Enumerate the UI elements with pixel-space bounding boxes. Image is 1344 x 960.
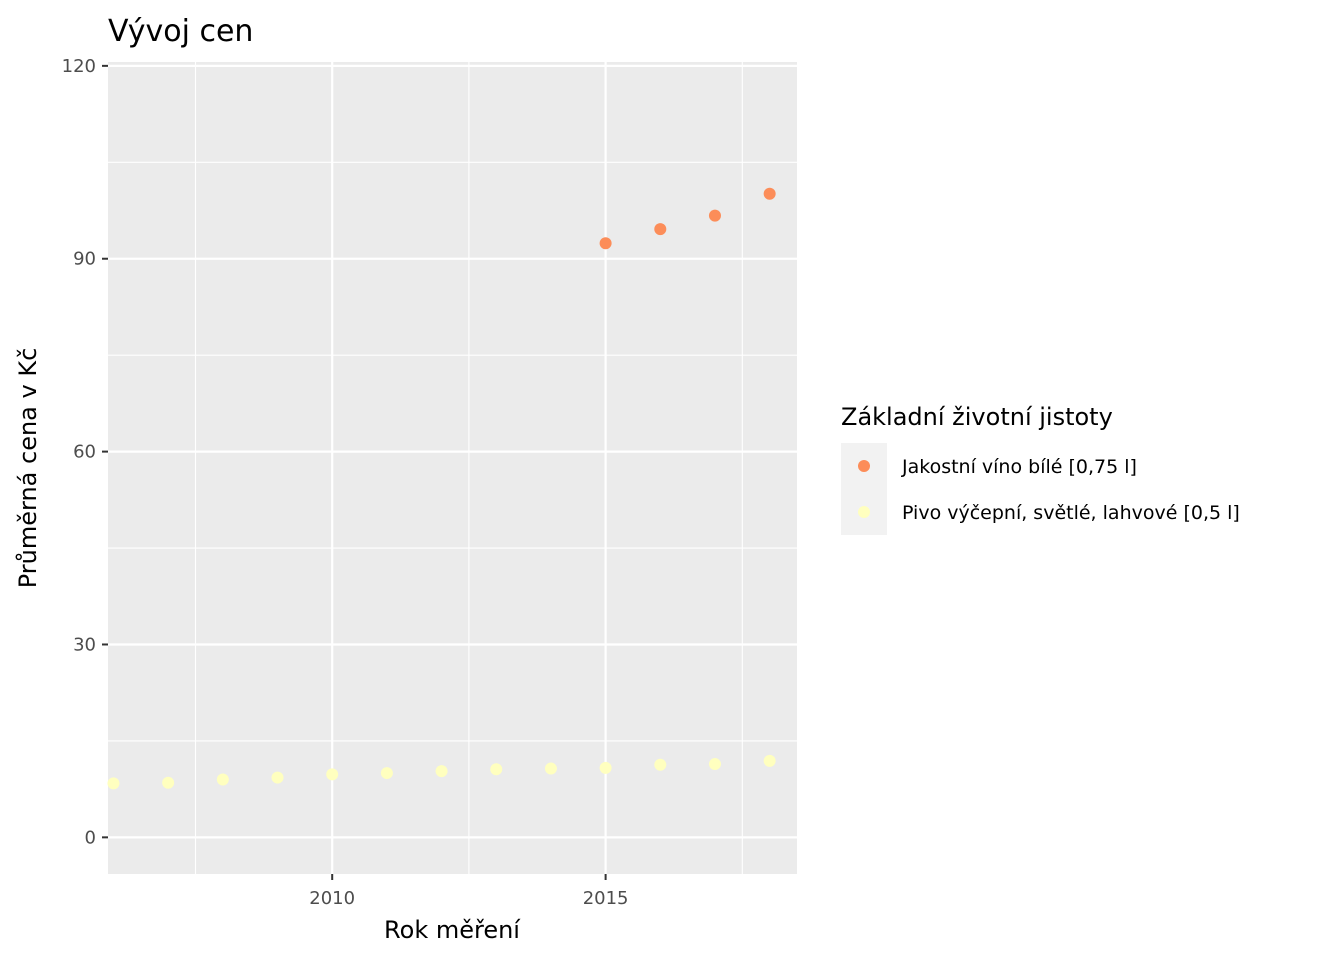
- y-tick-label: 90: [73, 249, 96, 270]
- data-point-series-2: [435, 765, 448, 778]
- grid-major: [108, 62, 797, 874]
- data-point-series-2: [326, 768, 339, 781]
- legend-key-wine: [858, 460, 870, 472]
- grid-minor: [108, 62, 797, 874]
- data-point-series-2: [599, 761, 612, 774]
- data-point-series-2: [162, 776, 175, 789]
- data-point-series-1: [599, 237, 612, 250]
- legend-key-beer: [858, 506, 870, 518]
- data-point-series-2: [216, 773, 229, 786]
- plot-panel: [108, 62, 797, 874]
- data-point-series-1: [708, 209, 721, 222]
- data-point-series-2: [107, 777, 120, 790]
- legend-title: Základní životní jistoty: [841, 403, 1113, 431]
- legend: Základní životní jistoty Jakostní víno b…: [841, 403, 1240, 535]
- y-tick-label: 120: [62, 56, 96, 77]
- data-point-series-1: [763, 187, 776, 200]
- data-point-series-1: [654, 223, 667, 236]
- data-points: [107, 187, 776, 790]
- y-axis: 0 30 60 90 120: [62, 56, 108, 848]
- x-tick-label: 2010: [309, 888, 355, 909]
- data-point-series-2: [490, 763, 503, 776]
- chart-title: Vývoj cen: [108, 14, 253, 49]
- data-point-series-2: [763, 754, 776, 767]
- y-tick-label: 30: [73, 634, 96, 655]
- x-tick-label: 2015: [583, 888, 629, 909]
- data-point-series-2: [544, 762, 557, 775]
- y-tick-label: 60: [73, 442, 96, 463]
- data-point-series-2: [654, 758, 667, 771]
- x-axis: 2010 2015: [309, 874, 629, 909]
- data-point-series-2: [708, 758, 721, 771]
- data-point-series-2: [380, 767, 393, 780]
- data-point-series-2: [271, 771, 284, 784]
- y-tick-label: 0: [85, 827, 96, 848]
- legend-label-wine: Jakostní víno bílé [0,75 l]: [901, 456, 1137, 478]
- y-axis-title: Průměrná cena v Kč: [14, 348, 42, 589]
- legend-label-beer: Pivo výčepní, světlé, lahvové [0,5 l]: [902, 502, 1240, 524]
- x-axis-title: Rok měření: [384, 916, 521, 944]
